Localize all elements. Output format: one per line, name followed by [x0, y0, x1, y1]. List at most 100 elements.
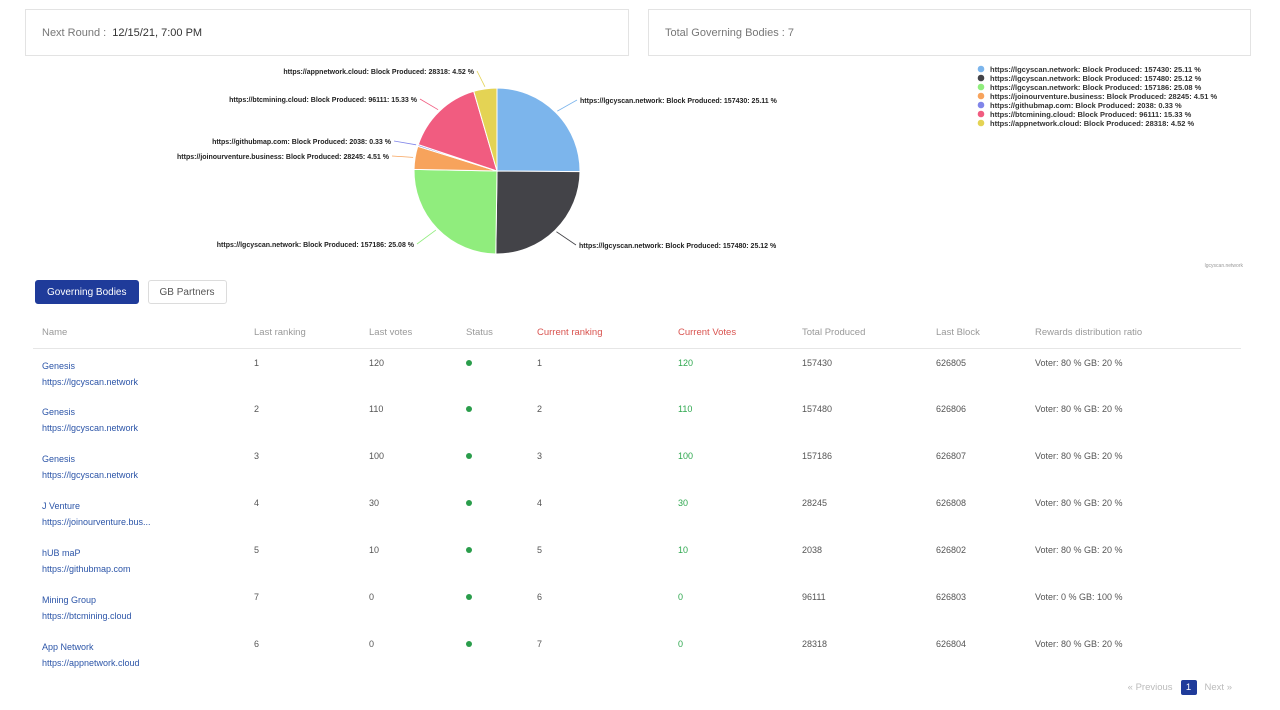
cell-name: Genesis https://lgcyscan.network [33, 348, 245, 395]
cell-last-block: 626805 [927, 348, 1026, 395]
cell-name: Genesis https://lgcyscan.network [33, 395, 245, 442]
legend-marker-icon[interactable] [977, 65, 985, 73]
legend-marker-icon[interactable] [977, 110, 985, 118]
governing-body-url-link[interactable]: https://btcmining.cloud [42, 611, 132, 621]
last-ranking-value: 4 [254, 498, 260, 508]
governing-body-url-link[interactable]: https://githubmap.com [42, 564, 131, 574]
governing-body-name-link[interactable]: J Venture [42, 501, 81, 511]
total-produced-value: 28318 [802, 639, 828, 649]
col-total-produced[interactable]: Total Produced [793, 318, 927, 349]
governing-body-url-link[interactable]: https://lgcyscan.network [42, 470, 139, 480]
cell-rewards-ratio: Voter: 80 % GB: 20 % [1026, 348, 1241, 395]
governing-body-url-link[interactable]: https://lgcyscan.network [42, 376, 139, 387]
total-produced-value: 157186 [802, 451, 833, 461]
governing-body-name-link[interactable]: App Network [42, 642, 94, 652]
cell-last-ranking: 7 [245, 583, 360, 630]
col-current-ranking[interactable]: Current ranking [528, 318, 669, 349]
cell-rewards-ratio: Voter: 80 % GB: 20 % [1026, 536, 1241, 583]
cell-total-produced: 157480 [793, 395, 927, 442]
last-ranking-value: 2 [254, 404, 260, 414]
table-row: App Network https://appnetwork.cloud 6 0 7 0 2… [33, 630, 1241, 677]
col-rewards-ratio[interactable]: Rewards distribution ratio [1026, 318, 1241, 349]
governing-body-url-link[interactable]: https://appnetwork.cloud [42, 658, 140, 668]
cell-name: hUB maP https://githubmap.com [33, 536, 245, 583]
cell-current-votes: 10 [669, 536, 793, 583]
legend-item-label[interactable]: https://appnetwork.cloud: Block Produced… [990, 119, 1195, 128]
legend-marker-icon[interactable] [977, 101, 985, 109]
governing-body-url-link[interactable]: https://joinourventure.bus... [42, 517, 151, 527]
rewards-ratio-value: Voter: 80 % GB: 20 % [1035, 451, 1123, 461]
cell-last-ranking: 1 [245, 348, 360, 395]
current-page-button[interactable]: 1 [1180, 680, 1197, 695]
pie-slice[interactable] [417, 90, 498, 172]
governing-body-name-link[interactable]: Genesis [42, 454, 76, 464]
status-active-dot-icon [466, 453, 472, 459]
col-last-ranking[interactable]: Last ranking [245, 318, 360, 349]
legend-marker-icon[interactable] [977, 74, 985, 82]
cell-last-ranking: 4 [245, 489, 360, 536]
tab-gb-partners[interactable]: GB Partners [147, 280, 227, 304]
status-active-dot-icon [466, 594, 472, 600]
chart-credit[interactable]: lgcyscan.network [1205, 263, 1244, 269]
pie-data-label: https://lgcyscan.network: Block Produced… [579, 243, 777, 250]
legend-marker-icon[interactable] [977, 83, 985, 91]
cell-total-produced: 157186 [793, 442, 927, 489]
last-block-value: 626802 [936, 545, 967, 555]
tab-governing-bodies[interactable]: Governing Bodies [35, 280, 139, 304]
cell-current-ranking: 3 [528, 442, 669, 489]
current-votes-value: 0 [678, 592, 684, 602]
col-last-votes[interactable]: Last votes [360, 318, 457, 349]
col-current-votes[interactable]: Current Votes [669, 318, 793, 349]
status-active-dot-icon [466, 641, 472, 647]
legend-item-label[interactable]: https://joinourventure.business: Block P… [990, 92, 1217, 101]
pie-connector-line [419, 98, 439, 111]
pie-connector-line [393, 140, 417, 146]
previous-page-link[interactable]: « Previous [1127, 682, 1173, 693]
cell-current-votes: 30 [669, 489, 793, 536]
legend-item-label[interactable]: https://githubmap.com: Block Produced: 2… [990, 101, 1182, 110]
pie-slice[interactable] [473, 87, 498, 172]
governing-body-url-link[interactable]: https://lgcyscan.network [42, 423, 139, 433]
rewards-ratio-value: Voter: 80 % GB: 20 % [1035, 639, 1123, 649]
pie-slice[interactable] [496, 87, 581, 173]
last-votes-value: 10 [369, 545, 380, 555]
col-name[interactable]: Name [33, 318, 245, 349]
legend-marker-icon[interactable] [977, 119, 985, 127]
legend-item-label[interactable]: https://lgcyscan.network: Block Produced… [990, 83, 1202, 92]
current-votes-value: 30 [678, 498, 689, 508]
col-last-block[interactable]: Last Block [927, 318, 1026, 349]
current-votes-value: 100 [678, 451, 694, 461]
pie-slice[interactable] [413, 168, 498, 255]
cell-current-votes: 100 [669, 442, 793, 489]
governing-body-name-link[interactable]: hUB maP [42, 548, 81, 558]
cell-last-block: 626802 [927, 536, 1026, 583]
cell-name: Mining Group https://btcmining.cloud [33, 583, 245, 630]
pie-connector-line [557, 99, 578, 112]
legend-item-label[interactable]: https://lgcyscan.network: Block Produced… [990, 74, 1202, 83]
rewards-ratio-value: Voter: 80 % GB: 20 % [1035, 357, 1123, 368]
cell-status [457, 583, 528, 630]
total-produced-value: 157430 [802, 357, 833, 368]
next-page-link[interactable]: Next » [1204, 682, 1232, 693]
legend-item-label[interactable]: https://lgcyscan.network: Block Produced… [990, 65, 1201, 74]
governing-body-name-link[interactable]: Genesis [42, 360, 76, 371]
cell-current-ranking: 6 [528, 583, 669, 630]
governing-body-name-link[interactable]: Genesis [42, 407, 76, 417]
table-row: Genesis https://lgcyscan.network 1 120 1 120 1… [33, 348, 1241, 395]
legend-item-label[interactable]: https://btcmining.cloud: Block Produced:… [990, 110, 1192, 119]
cell-status [457, 348, 528, 395]
last-block-value: 626807 [936, 451, 967, 461]
rewards-ratio-value: Voter: 80 % GB: 20 % [1035, 498, 1123, 508]
status-active-dot-icon [466, 547, 472, 553]
cell-status [457, 395, 528, 442]
cell-name: Genesis https://lgcyscan.network [33, 442, 245, 489]
current-ranking-value: 3 [537, 451, 543, 461]
legend-marker-icon[interactable] [977, 92, 985, 100]
cell-last-block: 626807 [927, 442, 1026, 489]
cell-last-ranking: 2 [245, 395, 360, 442]
last-votes-value: 110 [369, 404, 384, 414]
governing-body-name-link[interactable]: Mining Group [42, 595, 97, 605]
pie-slice[interactable] [495, 170, 581, 255]
cell-total-produced: 157430 [793, 348, 927, 395]
col-status[interactable]: Status [457, 318, 528, 349]
